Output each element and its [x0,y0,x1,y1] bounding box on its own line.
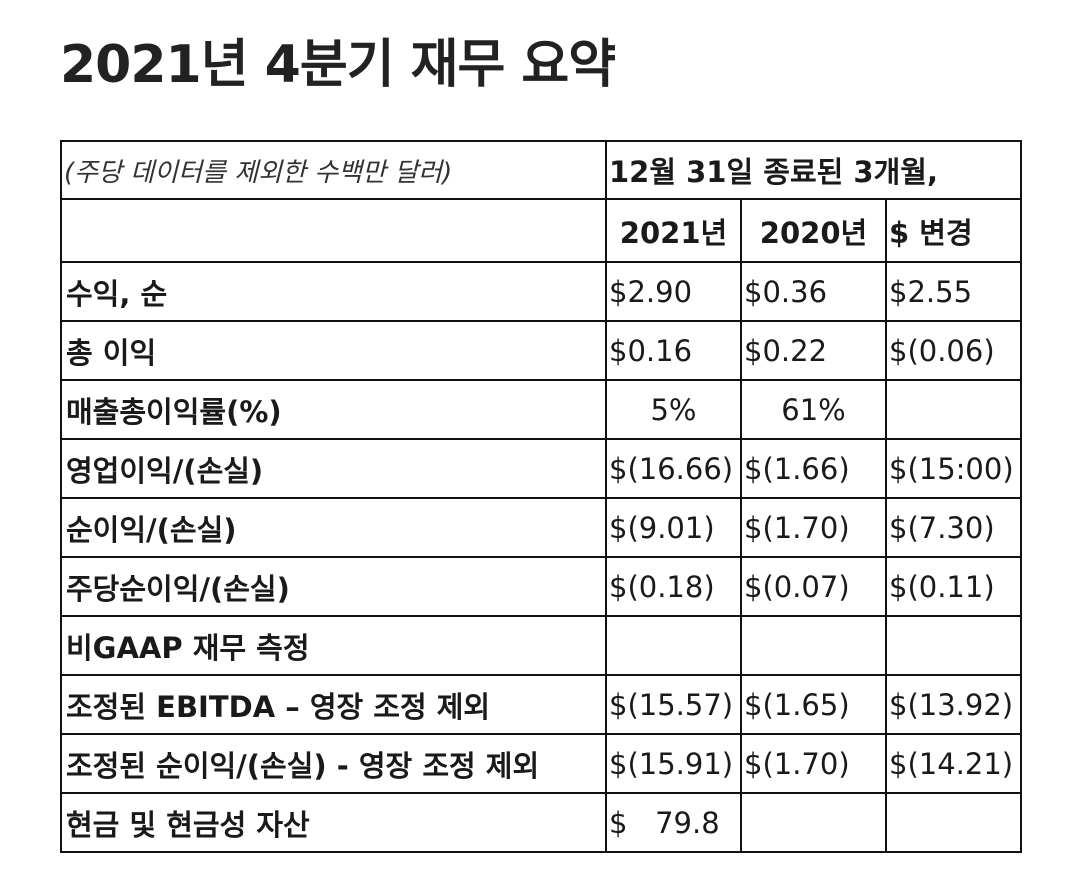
header-blank-cell [60,198,607,263]
financial-summary-table: (주당 데이터를 제외한 수백만 달러) 12월 31일 종료된 3개월, 20… [60,140,1022,853]
column-header-2020: 2020년 [740,198,887,263]
cell-change: $(7.30) [885,497,1022,558]
row-label: 비GAAP 재무 측정 [60,615,607,676]
cell-2020 [740,792,887,853]
table-row: 총 이익 $0.16 $0.22 $(0.06) [60,320,1022,381]
cell-2021: 5% [605,379,742,440]
table-row: 수익, 순 $2.90 $0.36 $2.55 [60,261,1022,322]
cell-2021: $(9.01) [605,497,742,558]
row-label: 주당순이익/(손실) [60,556,607,617]
cell-change [885,792,1022,853]
table-row: 주당순이익/(손실) $(0.18) $(0.07) $(0.11) [60,556,1022,617]
cell-2021: $(0.18) [605,556,742,617]
row-label: 조정된 순이익/(손실) - 영장 조정 제외 [60,733,607,794]
row-label: 수익, 순 [60,261,607,322]
cell-2020: $(1.66) [740,438,887,499]
cell-2020: $(0.07) [740,556,887,617]
row-label: 조정된 EBITDA – 영장 조정 제외 [60,674,607,735]
table-row: 매출총이익률(%) 5% 61% [60,379,1022,440]
cell-2020 [740,615,887,676]
cell-2020: $(1.65) [740,674,887,735]
row-label: 순이익/(손실) [60,497,607,558]
column-header-2021: 2021년 [605,198,742,263]
cell-change: $(15:00) [885,438,1022,499]
row-label: 현금 및 현금성 자산 [60,792,607,853]
column-header-change: $ 변경 [885,198,1022,263]
cell-2020: 61% [740,379,887,440]
cell-2021: $2.90 [605,261,742,322]
cell-change [885,379,1022,440]
cell-change: $2.55 [885,261,1022,322]
cell-2021: $(16.66) [605,438,742,499]
cell-change: $(13.92) [885,674,1022,735]
period-header: 12월 31일 종료된 3개월, [605,140,1022,200]
table-row: 현금 및 현금성 자산 $ 79.8 [60,792,1022,853]
cell-2021: $(15.91) [605,733,742,794]
cell-change: $(0.06) [885,320,1022,381]
row-label: 매출총이익률(%) [60,379,607,440]
page-title: 2021년 4분기 재무 요약 [60,35,616,95]
cell-2021: $(15.57) [605,674,742,735]
cell-change: $(14.21) [885,733,1022,794]
row-label: 총 이익 [60,320,607,381]
cell-change: $(0.11) [885,556,1022,617]
cell-2021 [605,615,742,676]
table-row: 조정된 EBITDA – 영장 조정 제외 $(15.57) $(1.65) $… [60,674,1022,735]
cell-2020: $0.36 [740,261,887,322]
table-row: 영업이익/(손실) $(16.66) $(1.66) $(15:00) [60,438,1022,499]
table-row: 비GAAP 재무 측정 [60,615,1022,676]
row-label: 영업이익/(손실) [60,438,607,499]
table-row: 순이익/(손실) $(9.01) $(1.70) $(7.30) [60,497,1022,558]
cell-2021: $ 79.8 [605,792,742,853]
units-note: (주당 데이터를 제외한 수백만 달러) [60,140,607,200]
cell-2021: $0.16 [605,320,742,381]
table-row: 조정된 순이익/(손실) - 영장 조정 제외 $(15.91) $(1.70)… [60,733,1022,794]
cell-change [885,615,1022,676]
cell-2020: $(1.70) [740,497,887,558]
cell-2020: $0.22 [740,320,887,381]
cell-2020: $(1.70) [740,733,887,794]
